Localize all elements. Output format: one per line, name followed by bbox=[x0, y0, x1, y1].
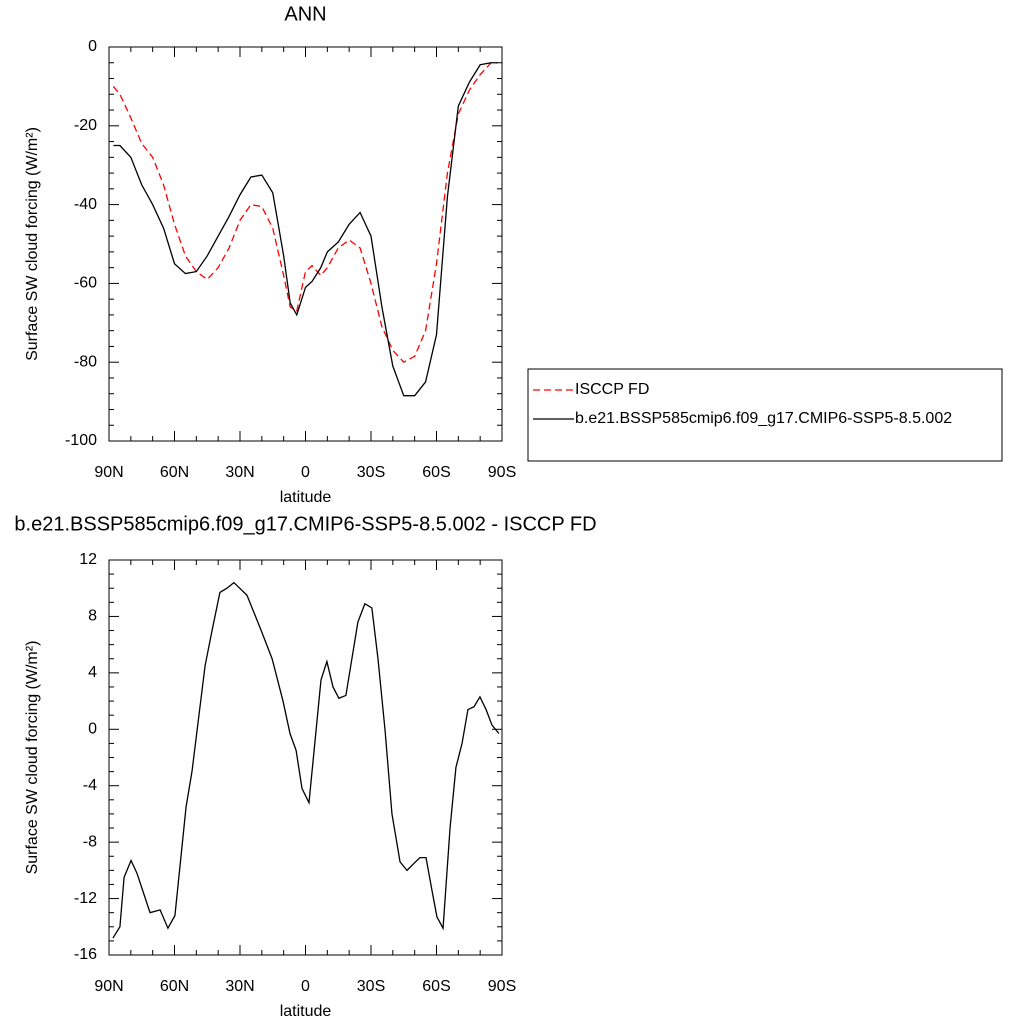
x-tick-label: 30N bbox=[225, 464, 254, 481]
y-axis-label: Surface SW cloud forcing (W/m²) bbox=[24, 127, 41, 361]
x-tick-label: 90N bbox=[94, 464, 123, 481]
legend-box bbox=[527, 368, 1003, 462]
legend-label: ISCCP FD bbox=[575, 381, 649, 398]
data-line bbox=[112, 62, 498, 364]
y-tick-label: 0 bbox=[88, 38, 97, 55]
x-tick-label: 30S bbox=[357, 978, 385, 995]
x-tick-label: 60N bbox=[160, 464, 189, 481]
chart-title: b.e21.BSSP585cmip6.f09_g17.CMIP6-SSP5-8.… bbox=[14, 513, 596, 535]
y-tick-label: -80 bbox=[74, 353, 97, 370]
y-tick-label: -4 bbox=[83, 777, 97, 794]
x-axis-label: latitude bbox=[280, 489, 332, 506]
y-tick-label: -60 bbox=[74, 275, 97, 292]
x-axis-label: latitude bbox=[280, 1003, 332, 1020]
x-tick-label: 60S bbox=[422, 978, 450, 995]
y-axis-label: Surface SW cloud forcing (W/m²) bbox=[24, 641, 41, 875]
y-tick-label: -100 bbox=[65, 432, 97, 449]
legend-label: b.e21.BSSP585cmip6.f09_g17.CMIP6-SSP5-8.… bbox=[575, 410, 952, 427]
y-tick-label: -8 bbox=[83, 833, 97, 850]
y-tick-label: 4 bbox=[88, 664, 97, 681]
y-tick-label: 8 bbox=[88, 608, 97, 625]
x-tick-label: 30S bbox=[357, 464, 385, 481]
plot-frame bbox=[108, 559, 503, 956]
y-tick-label: -40 bbox=[74, 196, 97, 213]
y-tick-label: -12 bbox=[74, 890, 97, 907]
chart-title: ANN bbox=[284, 3, 326, 25]
x-tick-label: 60N bbox=[160, 978, 189, 995]
data-line bbox=[112, 581, 500, 939]
data-line bbox=[113, 62, 498, 397]
y-tick-label: -16 bbox=[74, 946, 97, 963]
y-tick-label: -20 bbox=[74, 117, 97, 134]
x-tick-label: 30N bbox=[225, 978, 254, 995]
y-tick-label: 0 bbox=[88, 721, 97, 738]
x-tick-label: 0 bbox=[301, 464, 310, 481]
x-tick-label: 60S bbox=[422, 464, 450, 481]
x-tick-label: 90S bbox=[488, 978, 516, 995]
x-tick-label: 90N bbox=[94, 978, 123, 995]
x-tick-label: 0 bbox=[301, 978, 310, 995]
x-tick-label: 90S bbox=[488, 464, 516, 481]
y-tick-label: 12 bbox=[79, 551, 97, 568]
